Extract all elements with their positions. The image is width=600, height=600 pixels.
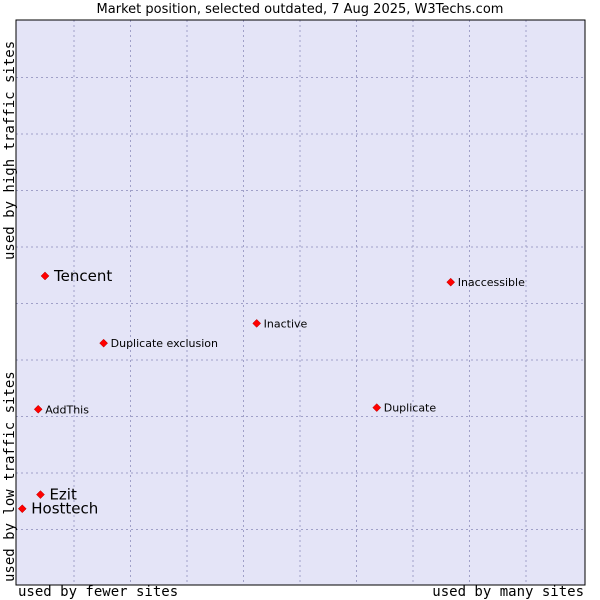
data-point-label: Hosttech bbox=[31, 500, 98, 518]
data-point bbox=[33, 404, 43, 414]
data-point-label: Ezit bbox=[49, 486, 77, 504]
data-point-label: Duplicate bbox=[384, 402, 437, 415]
data-point bbox=[446, 277, 456, 287]
data-point bbox=[372, 403, 382, 412]
y-axis-label-bottom: used by low traffic sites bbox=[2, 371, 18, 582]
x-axis-label-right: used by many sites bbox=[432, 584, 584, 600]
data-point bbox=[36, 490, 45, 499]
data-point bbox=[40, 271, 50, 281]
chart-title: Market position, selected outdated, 7 Au… bbox=[96, 2, 504, 17]
data-point bbox=[252, 319, 262, 328]
data-point-label: Tencent bbox=[53, 267, 112, 285]
plot-frame bbox=[15, 19, 586, 586]
data-point bbox=[17, 504, 27, 514]
data-point-label: AddThis bbox=[45, 403, 89, 416]
data-point-label: Inaccessible bbox=[458, 276, 525, 289]
data-point bbox=[99, 338, 108, 348]
data-point-label: Duplicate exclusion bbox=[111, 337, 218, 350]
y-axis-label-top: used by high traffic sites bbox=[2, 40, 18, 260]
data-point-label: Inactive bbox=[264, 317, 308, 330]
x-axis-label-left: used by fewer sites bbox=[18, 584, 179, 600]
